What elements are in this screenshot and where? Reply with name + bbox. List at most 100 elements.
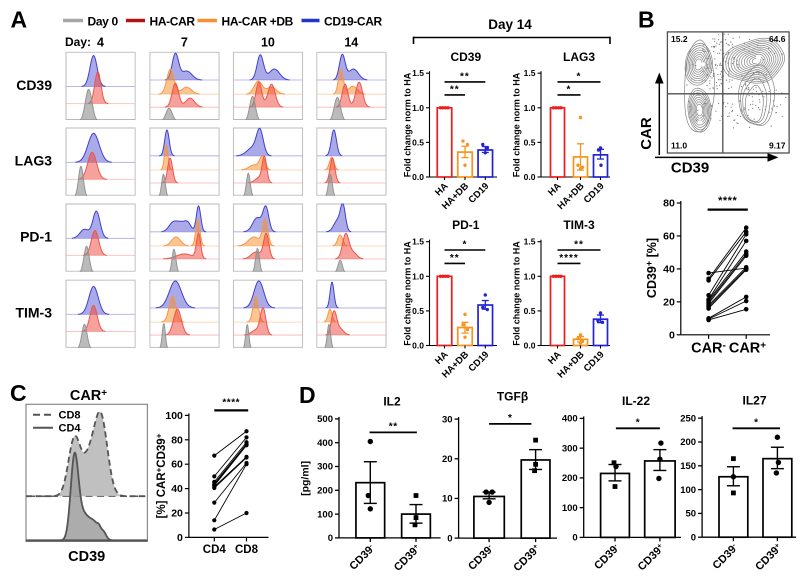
svg-text:10: 10 [442,494,453,505]
svg-text:TIM-3: TIM-3 [15,305,52,321]
svg-text:20: 20 [171,508,183,520]
svg-text:HA-CAR: HA-CAR [150,15,196,29]
svg-text:0: 0 [447,533,452,544]
svg-text:0: 0 [669,329,675,341]
svg-text:[%] CAR+CD39+: [%] CAR+CD39+ [155,433,169,518]
svg-text:[pg/ml]: [pg/ml] [300,461,312,496]
svg-text:100: 100 [317,509,333,520]
svg-text:0.0: 0.0 [524,172,536,182]
svg-text:IL2: IL2 [383,394,401,408]
svg-text:0: 0 [177,532,183,544]
svg-text:60: 60 [171,459,183,471]
svg-text:CD8: CD8 [235,544,259,556]
svg-text:0.5: 0.5 [412,306,424,316]
svg-text:200: 200 [317,486,333,497]
svg-text:CD39: CD39 [68,549,105,565]
svg-text:**: ** [389,421,398,432]
svg-text:0: 0 [328,533,333,544]
svg-text:CD39: CD39 [16,77,52,93]
svg-text:7: 7 [181,36,188,50]
svg-text:10: 10 [261,36,275,50]
svg-text:****: **** [222,398,240,409]
svg-text:D: D [299,382,316,408]
svg-text:40: 40 [171,483,183,495]
svg-text:300: 300 [317,462,333,473]
svg-text:30: 30 [442,414,453,425]
svg-text:*: * [754,417,758,428]
svg-text:100: 100 [680,485,696,496]
svg-text:Day 0: Day 0 [88,15,119,29]
svg-text:C: C [10,380,27,406]
svg-text:CAR+: CAR+ [729,341,766,357]
svg-text:*: * [567,84,572,95]
svg-text:*: * [577,71,582,82]
svg-text:CD19-CAR: CD19-CAR [324,15,383,29]
svg-text:0.0: 0.0 [524,341,536,351]
svg-text:****: **** [559,253,579,264]
svg-text:14: 14 [344,36,358,50]
svg-text:150: 150 [680,461,696,472]
svg-text:50: 50 [686,509,697,520]
svg-text:LAG3: LAG3 [15,153,53,169]
svg-text:100: 100 [165,410,183,422]
svg-text:0.0: 0.0 [412,341,424,351]
svg-text:1.0: 1.0 [524,103,536,113]
svg-text:1.0: 1.0 [524,271,536,281]
svg-text:Fold change norm to HA: Fold change norm to HA [403,241,413,346]
svg-text:*: * [462,240,467,251]
svg-text:0.5: 0.5 [524,306,536,316]
svg-text:250: 250 [680,413,696,424]
svg-text:11.0: 11.0 [671,141,687,151]
svg-text:4: 4 [97,36,104,50]
svg-text:15.2: 15.2 [671,34,688,44]
svg-text:CD39: CD39 [450,50,481,64]
svg-text:20: 20 [663,296,675,308]
svg-text:0: 0 [572,533,577,544]
svg-text:Fold change norm to HA: Fold change norm to HA [512,241,522,346]
svg-text:80: 80 [171,434,183,446]
svg-text:0.5: 0.5 [524,137,536,147]
svg-text:TGFβ: TGFβ [497,390,528,404]
svg-text:20: 20 [442,454,453,465]
svg-text:1.0: 1.0 [412,271,424,281]
svg-text:*: * [636,417,640,428]
svg-text:*: * [508,413,512,424]
svg-text:80: 80 [663,198,675,210]
svg-text:CD39+ [%]: CD39+ [%] [644,238,659,298]
svg-text:CD8: CD8 [59,410,81,422]
svg-text:PD-1: PD-1 [20,229,52,245]
svg-text:Day:: Day: [65,35,91,49]
svg-text:CD39: CD39 [671,160,709,177]
svg-text:CD4: CD4 [59,423,82,435]
svg-text:CAR-: CAR- [691,341,726,357]
svg-text:64.6: 64.6 [769,34,786,44]
svg-text:TIM-3: TIM-3 [563,218,595,232]
svg-text:400: 400 [562,414,578,425]
svg-text:400: 400 [317,438,333,449]
svg-text:Fold change norm to HA: Fold change norm to HA [512,72,522,177]
svg-text:Fold change norm to HA: Fold change norm to HA [403,72,413,177]
svg-text:CAR+: CAR+ [70,388,107,404]
svg-text:B: B [638,6,655,32]
svg-text:LAG3: LAG3 [563,50,595,64]
svg-text:100: 100 [562,503,578,514]
svg-text:9.17: 9.17 [769,141,786,151]
svg-text:300: 300 [562,443,578,454]
svg-text:**: ** [450,84,460,95]
svg-text:0.5: 0.5 [412,137,424,147]
svg-text:40: 40 [663,263,675,275]
svg-text:IL27: IL27 [742,394,766,408]
svg-text:CD4: CD4 [203,544,227,556]
svg-text:**: ** [460,71,470,82]
svg-text:0.0: 0.0 [412,172,424,182]
svg-text:500: 500 [317,414,333,425]
svg-text:60: 60 [663,230,675,242]
svg-text:A: A [11,7,28,33]
svg-text:0: 0 [691,532,696,543]
svg-text:1.5: 1.5 [412,68,424,78]
svg-text:Day 14: Day 14 [488,17,532,32]
svg-text:IL-22: IL-22 [622,394,650,408]
svg-text:1.5: 1.5 [412,237,424,247]
svg-text:1.5: 1.5 [524,237,536,247]
svg-text:1.5: 1.5 [524,68,536,78]
